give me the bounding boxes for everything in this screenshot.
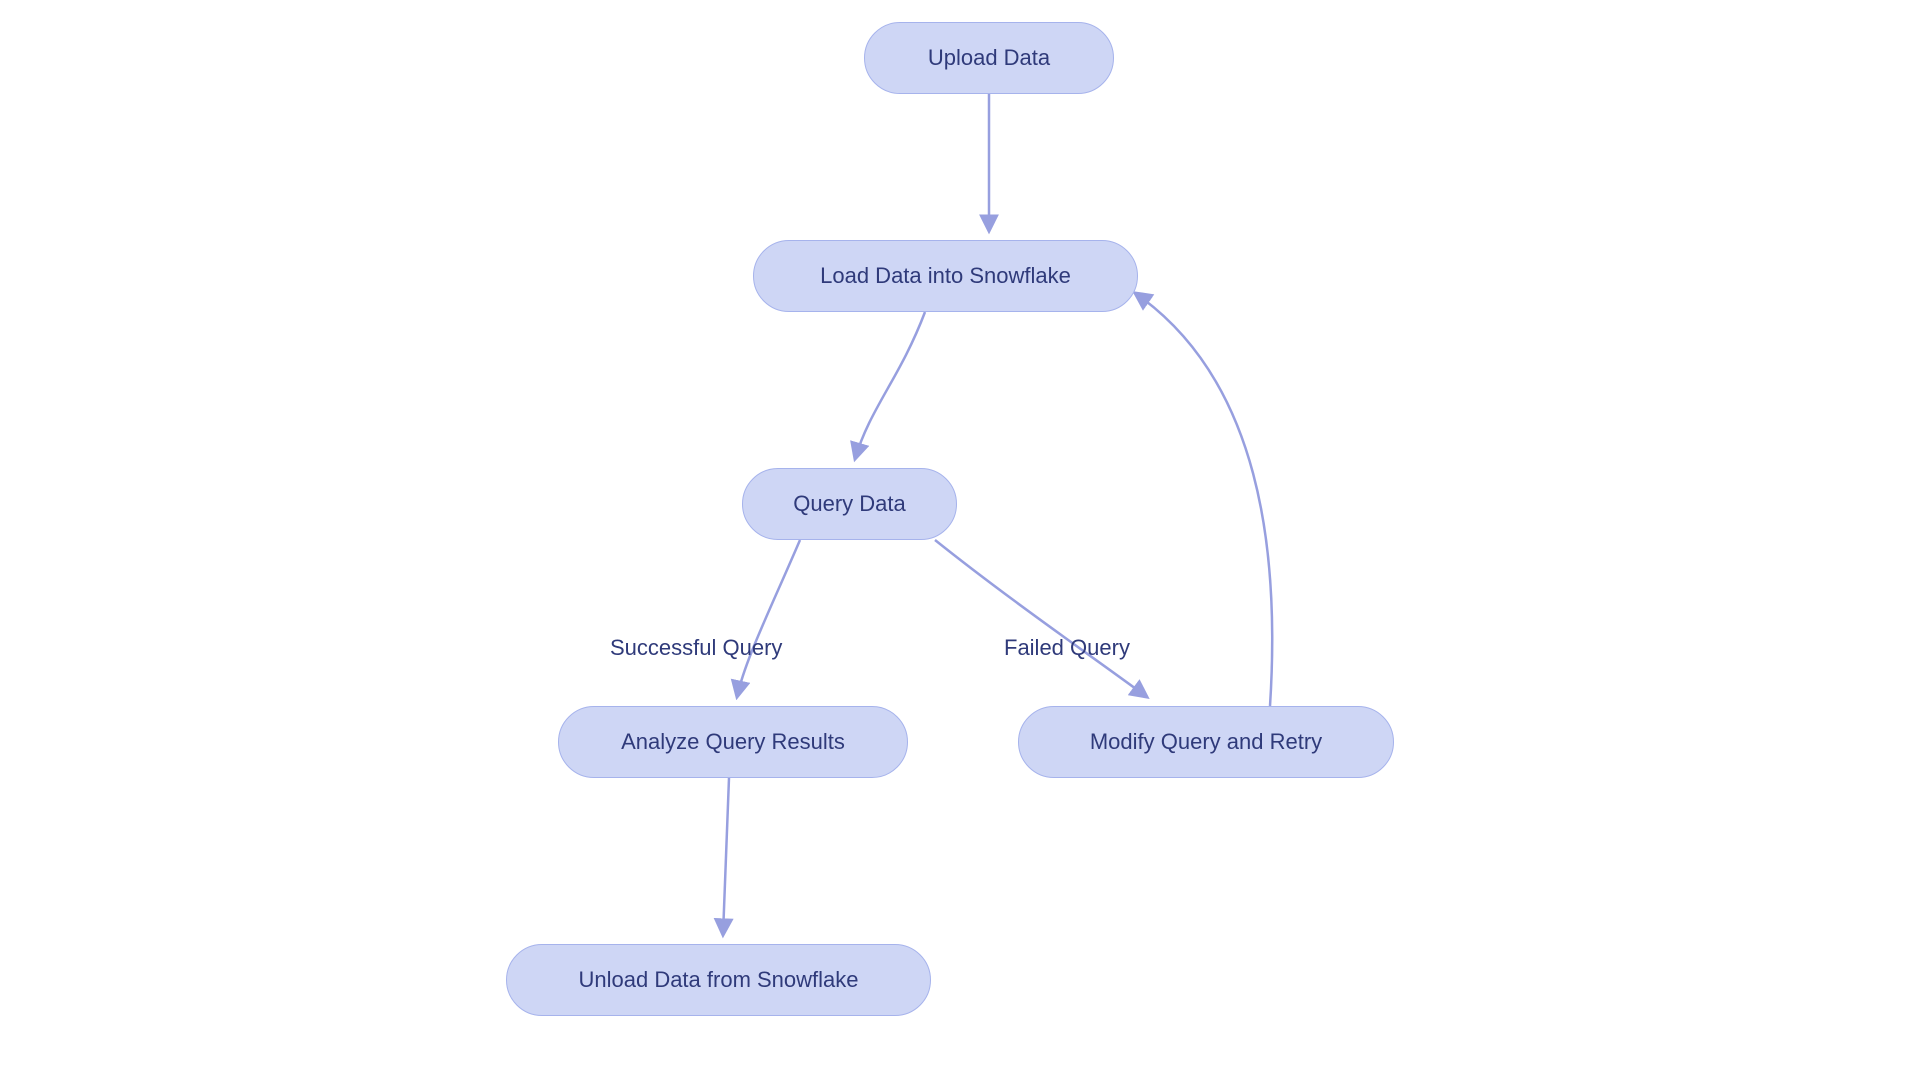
node-label: Unload Data from Snowflake [578, 967, 858, 993]
flowchart-node-analyze: Analyze Query Results [558, 706, 908, 778]
node-label: Query Data [793, 491, 906, 517]
flowchart-node-unload: Unload Data from Snowflake [506, 944, 931, 1016]
edge-label-query-analyze: Successful Query [610, 635, 782, 661]
flowchart-edges [0, 0, 1920, 1080]
flowchart-edge-query-modify [935, 540, 1147, 697]
flowchart-edge-query-analyze [737, 540, 800, 697]
flowchart-edge-modify-load [1135, 293, 1272, 706]
edge-label-query-modify: Failed Query [1004, 635, 1130, 661]
flowchart-node-load: Load Data into Snowflake [753, 240, 1138, 312]
flowchart-node-modify: Modify Query and Retry [1018, 706, 1394, 778]
flowchart-edge-analyze-unload [723, 778, 729, 935]
node-label: Upload Data [928, 45, 1050, 71]
node-label: Modify Query and Retry [1090, 729, 1322, 755]
flowchart-edge-load-query [855, 312, 925, 459]
flowchart-node-query: Query Data [742, 468, 957, 540]
node-label: Load Data into Snowflake [820, 263, 1071, 289]
node-label: Analyze Query Results [621, 729, 845, 755]
flowchart-node-upload: Upload Data [864, 22, 1114, 94]
